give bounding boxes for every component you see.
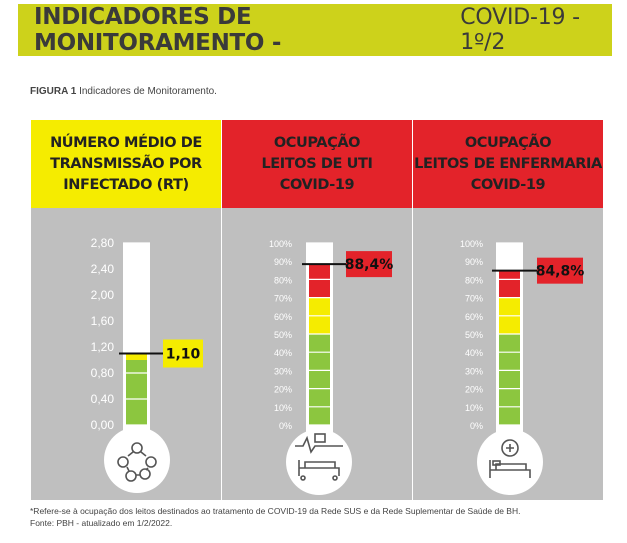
chart-1: 100% 90% 80% 70% 60% 50% 40% 30% 20% 10% 0% 88,4%: [269, 239, 393, 495]
tick-label: 0,40: [91, 392, 115, 406]
thermometer-bulb: [104, 427, 170, 493]
tick-label: 100%: [269, 239, 292, 249]
figure-label: FIGURA 1: [30, 86, 77, 97]
value-label-box: [537, 257, 583, 284]
tick-label: 90%: [465, 257, 483, 267]
footnote-line-1: *Refere-se à ocupação dos leitos destina…: [30, 506, 521, 516]
footnote: *Refere-se à ocupação dos leitos destina…: [30, 505, 520, 529]
tick-label: 0,80: [91, 366, 115, 380]
panel-uti-title: OCUPAÇÃO LEITOS DE UTI COVID-19: [222, 120, 412, 208]
zone-bar-0: [499, 334, 520, 425]
tube-neck: [123, 425, 150, 435]
monitor: [314, 433, 326, 443]
value-label-box: [346, 251, 392, 278]
cross-circle: [501, 439, 519, 457]
tick-label: 2,00: [91, 288, 115, 302]
network-people-icon: [117, 442, 157, 482]
tick-label: 90%: [274, 257, 292, 267]
person-node: [117, 456, 129, 468]
value-label: 1,10: [166, 347, 201, 363]
tick-label: 1,20: [91, 340, 115, 354]
zone-bar-0: [309, 334, 330, 425]
figure-caption: FIGURA 1 Indicadores de Monitoramento.: [30, 86, 217, 97]
zone-bar-0: [126, 360, 147, 425]
tube-neck: [496, 425, 523, 435]
bed-frame: [489, 460, 531, 478]
tube-neck: [306, 425, 333, 435]
tick-label: 60%: [274, 312, 292, 322]
tick-label: 1,60: [91, 314, 115, 328]
tick-label: 100%: [460, 239, 483, 249]
zone-bar-1: [126, 353, 147, 360]
tick-label: 50%: [274, 330, 292, 340]
page-title: INDICADORES DE MONITORAMENTO -: [34, 4, 282, 56]
tick-label: 70%: [465, 294, 483, 304]
network-link: [126, 451, 149, 476]
header-banner: INDICADORES DE MONITORAMENTO - COVID-19 …: [18, 4, 612, 56]
icu-bed-icon: [295, 433, 343, 481]
tick-label: 80%: [465, 275, 483, 285]
value-label: 88,4%: [345, 257, 394, 273]
tick-label: 2,40: [91, 262, 115, 276]
medical-cross: [506, 444, 514, 452]
heartbeat-line: [295, 435, 343, 454]
tick-label: 0,00: [91, 418, 115, 432]
bed-frame: [298, 460, 340, 476]
figure-text: Indicadores de Monitoramento.: [79, 86, 217, 97]
zone-bar-2: [499, 270, 520, 298]
pillow: [492, 460, 501, 466]
tick-label: 30%: [465, 366, 483, 376]
person-node: [125, 470, 137, 482]
bed-wheel: [332, 475, 338, 481]
thermometer-bulb: [477, 429, 543, 495]
panel-rt-title: NÚMERO MÉDIO DE TRANSMISSÃO POR INFECTAD…: [31, 120, 221, 208]
tick-label: 20%: [465, 385, 483, 395]
person-node: [139, 468, 151, 480]
hospital-bed-icon: [489, 439, 531, 478]
page-subtitle: COVID-19 - 1º/2: [460, 5, 580, 55]
tick-label: 50%: [465, 330, 483, 340]
chart-0: 2,80 2,40 2,00 1,60 1,20 0,80 0,40 0,00 1,10: [91, 236, 203, 493]
tick-label: 40%: [465, 348, 483, 358]
value-label: 84,8%: [536, 264, 585, 280]
tick-label: 30%: [274, 366, 292, 376]
zone-bar-2: [309, 264, 330, 298]
person-node: [145, 456, 157, 468]
tick-label: 0%: [279, 421, 292, 431]
tick-label: 70%: [274, 294, 292, 304]
tick-label: 0%: [470, 421, 483, 431]
value-label-box: [163, 339, 203, 368]
chart-2: 100% 90% 80% 70% 60% 50% 40% 30% 20% 10% 0% 84,8%: [460, 239, 584, 495]
tick-label: 10%: [274, 403, 292, 413]
tick-label: 10%: [465, 403, 483, 413]
tick-label: 60%: [465, 312, 483, 322]
bed-wheel: [300, 475, 306, 481]
tick-label: 2,80: [91, 236, 115, 250]
tick-label: 80%: [274, 275, 292, 285]
person-node: [131, 442, 143, 454]
tick-label: 40%: [274, 348, 292, 358]
footnote-line-2: Fonte: PBH - atualizado em 1/2/2022.: [30, 518, 173, 528]
tick-label: 20%: [274, 385, 292, 395]
panel-enfermaria-title: OCUPAÇÃO LEITOS DE ENFERMARIA COVID-19: [413, 120, 603, 208]
